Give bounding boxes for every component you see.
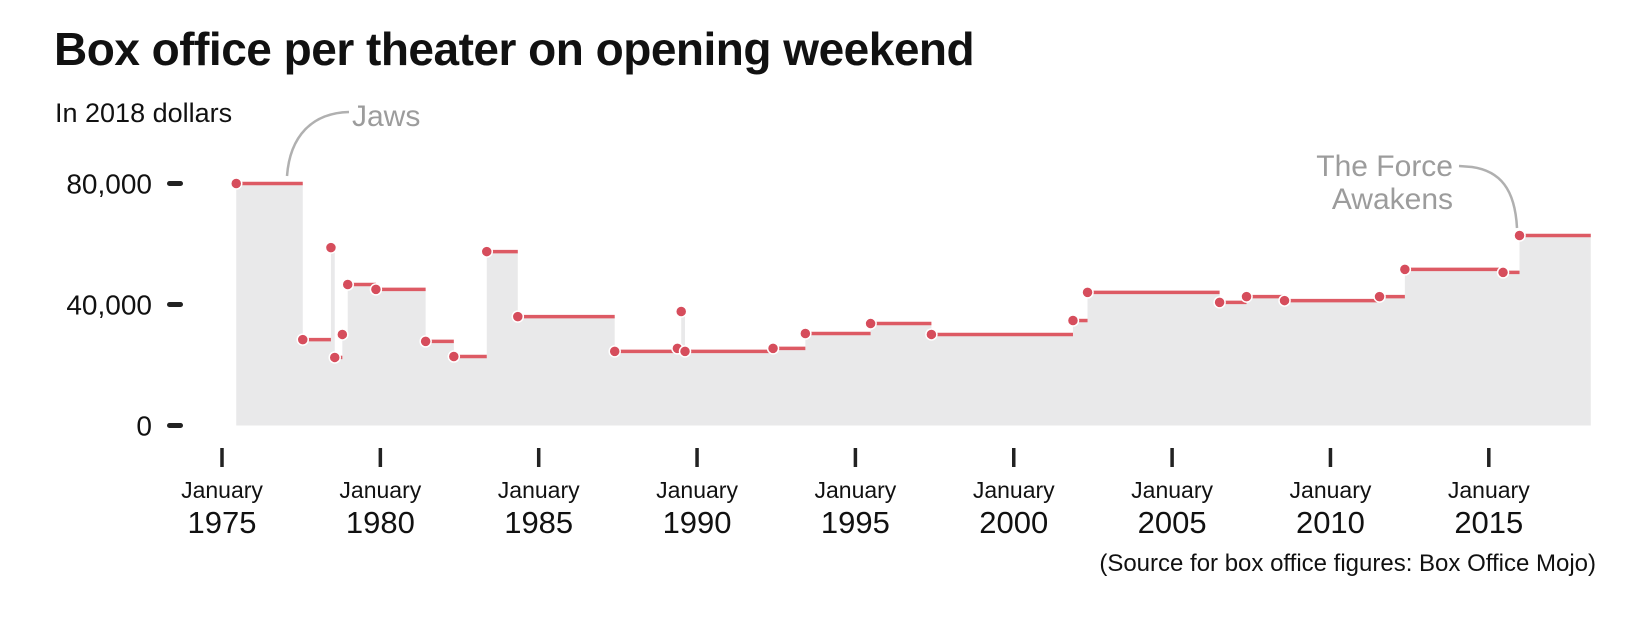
x-axis-group: January1975January1980January1985January… bbox=[181, 448, 1530, 540]
data-point-dot bbox=[674, 305, 688, 318]
area-fill bbox=[236, 183, 1591, 426]
x-axis-month-label: January bbox=[1131, 477, 1213, 503]
y-axis-group: 80,000 40,000 0 bbox=[66, 169, 183, 442]
x-axis-tick bbox=[853, 448, 858, 467]
data-point-dot bbox=[608, 345, 621, 358]
force-awakens-callout-curve bbox=[1458, 164, 1519, 229]
y-axis-tick bbox=[167, 423, 183, 428]
data-point-dot bbox=[1373, 290, 1386, 303]
x-axis-month-label: January bbox=[656, 477, 738, 503]
y-axis-label: 40,000 bbox=[66, 290, 152, 321]
x-axis-month-label: January bbox=[814, 477, 896, 503]
data-point-dot bbox=[369, 283, 383, 296]
x-axis-tick bbox=[220, 448, 224, 467]
chart-title: Box office per theater on opening weeken… bbox=[54, 23, 975, 75]
x-axis-year-label: 1990 bbox=[663, 505, 732, 540]
x-axis-tick bbox=[1012, 448, 1016, 467]
data-point-dot bbox=[328, 351, 341, 364]
data-point-dot bbox=[336, 328, 349, 341]
data-point-dot bbox=[1278, 294, 1291, 307]
data-point-dot bbox=[341, 278, 354, 291]
y-axis-label: 0 bbox=[136, 411, 152, 442]
x-axis-year-label: 2015 bbox=[1454, 505, 1523, 540]
data-point-dot bbox=[678, 345, 692, 358]
data-point-dot bbox=[230, 177, 243, 190]
force-awakens-annotation-line1: The Force bbox=[1316, 150, 1453, 183]
x-axis-year-label: 1995 bbox=[821, 505, 890, 540]
data-point-dot bbox=[480, 245, 494, 258]
data-point-dot bbox=[296, 333, 310, 346]
x-axis-month-label: January bbox=[339, 477, 421, 503]
data-point-dot bbox=[1398, 263, 1412, 276]
data-point-dot bbox=[864, 317, 877, 330]
data-point-dot bbox=[1496, 266, 1510, 279]
x-axis-month-label: January bbox=[1290, 477, 1372, 503]
data-point-dot bbox=[1213, 296, 1226, 309]
x-axis-tick bbox=[695, 448, 699, 467]
force-awakens-annotation-line2: Awakens bbox=[1332, 183, 1453, 216]
y-axis-label: 80,000 bbox=[66, 169, 152, 200]
data-point-dot bbox=[419, 335, 432, 348]
x-axis-year-label: 1980 bbox=[346, 505, 415, 540]
jaws-callout-curve bbox=[285, 110, 350, 177]
x-axis-year-label: 1985 bbox=[504, 505, 573, 540]
area-fill-group bbox=[236, 183, 1591, 426]
data-point-dot bbox=[925, 328, 938, 341]
x-axis-month-label: January bbox=[1448, 477, 1530, 503]
chart-subtitle: In 2018 dollars bbox=[55, 98, 233, 128]
data-point-dot bbox=[1240, 290, 1253, 303]
data-point-group bbox=[230, 177, 1526, 364]
x-axis-month-label: January bbox=[973, 477, 1055, 503]
data-point-dot bbox=[1513, 229, 1526, 242]
jaws-annotation-label: Jaws bbox=[352, 100, 420, 133]
data-point-dot bbox=[447, 350, 461, 363]
x-axis-month-label: January bbox=[181, 477, 263, 503]
data-point-dot bbox=[799, 327, 812, 340]
x-axis-tick bbox=[1170, 448, 1174, 467]
data-point-dot bbox=[766, 342, 780, 355]
x-axis-year-label: 2000 bbox=[979, 505, 1048, 540]
x-axis-year-label: 2005 bbox=[1138, 505, 1207, 540]
data-point-dot bbox=[324, 241, 338, 254]
x-axis-year-label: 2010 bbox=[1296, 505, 1365, 540]
x-axis-tick bbox=[1328, 448, 1333, 467]
x-axis-tick bbox=[536, 448, 541, 467]
data-point-dot bbox=[511, 310, 525, 323]
y-axis-tick bbox=[167, 302, 183, 307]
x-axis-tick bbox=[378, 448, 383, 467]
source-note: (Source for box office figures: Box Offi… bbox=[1099, 550, 1596, 577]
x-axis-month-label: January bbox=[498, 477, 580, 503]
y-axis-tick bbox=[167, 181, 183, 186]
x-axis-tick bbox=[1487, 448, 1491, 467]
data-point-dot bbox=[1081, 286, 1094, 299]
data-point-dot bbox=[1066, 314, 1080, 327]
x-axis-year-label: 1975 bbox=[188, 505, 257, 540]
